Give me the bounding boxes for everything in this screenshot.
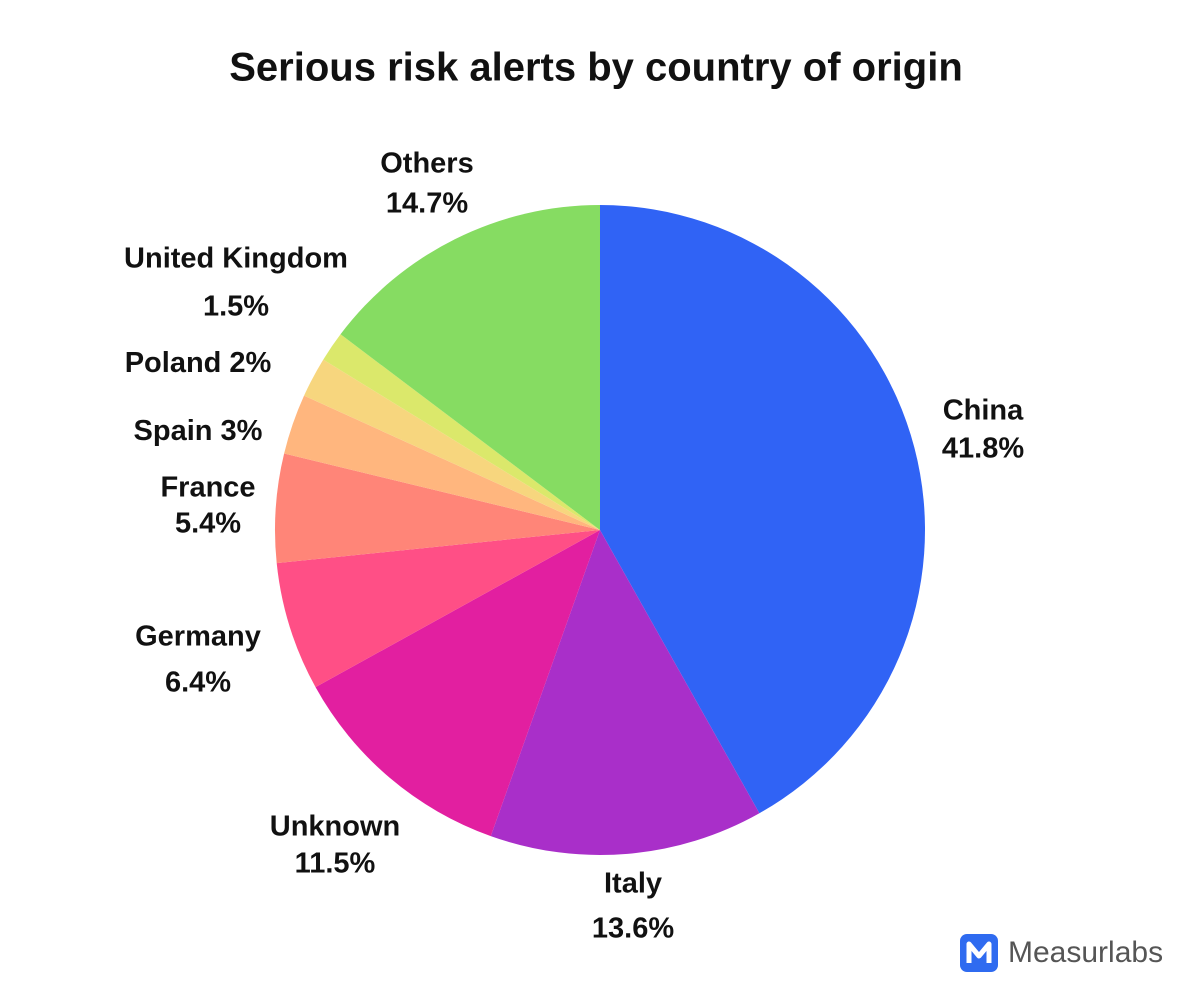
chart-title: Serious risk alerts by country of origin bbox=[229, 46, 963, 90]
value-label: 6.4% bbox=[165, 667, 231, 699]
pie-slice bbox=[323, 334, 600, 530]
value-label: 1.5% bbox=[203, 291, 269, 323]
category-label: Others bbox=[380, 148, 473, 180]
pie-slice bbox=[340, 205, 600, 530]
value-label: 14.7% bbox=[386, 188, 468, 220]
value-label: 3% bbox=[221, 415, 263, 447]
slice-label: Spain 3% bbox=[134, 415, 263, 447]
pie-slice bbox=[304, 359, 600, 530]
category-label: United Kingdom bbox=[124, 243, 348, 275]
pie-slice bbox=[600, 205, 925, 814]
source: Measurlabs bbox=[1008, 936, 1163, 969]
value-label: 2% bbox=[229, 347, 271, 379]
pie-slice bbox=[275, 453, 600, 564]
category-label: Spain bbox=[134, 415, 213, 447]
category-label: Poland bbox=[125, 347, 222, 379]
value-label: 5.4% bbox=[175, 508, 241, 540]
slice-label: Poland 2% bbox=[125, 347, 272, 379]
pie-slice bbox=[276, 530, 600, 688]
value-label: 13.6% bbox=[592, 913, 674, 945]
pie-slice bbox=[284, 395, 600, 530]
category-label: China bbox=[943, 395, 1024, 427]
pie-slice bbox=[315, 530, 600, 837]
category-label: Italy bbox=[604, 868, 662, 900]
category-label: Germany bbox=[135, 621, 261, 653]
category-label: Unknown bbox=[270, 811, 401, 843]
source-logo bbox=[960, 934, 998, 972]
pie-slice bbox=[490, 530, 760, 855]
value-label: 11.5% bbox=[295, 848, 376, 880]
value-label: 41.8% bbox=[942, 433, 1024, 465]
category-label: France bbox=[160, 472, 255, 504]
